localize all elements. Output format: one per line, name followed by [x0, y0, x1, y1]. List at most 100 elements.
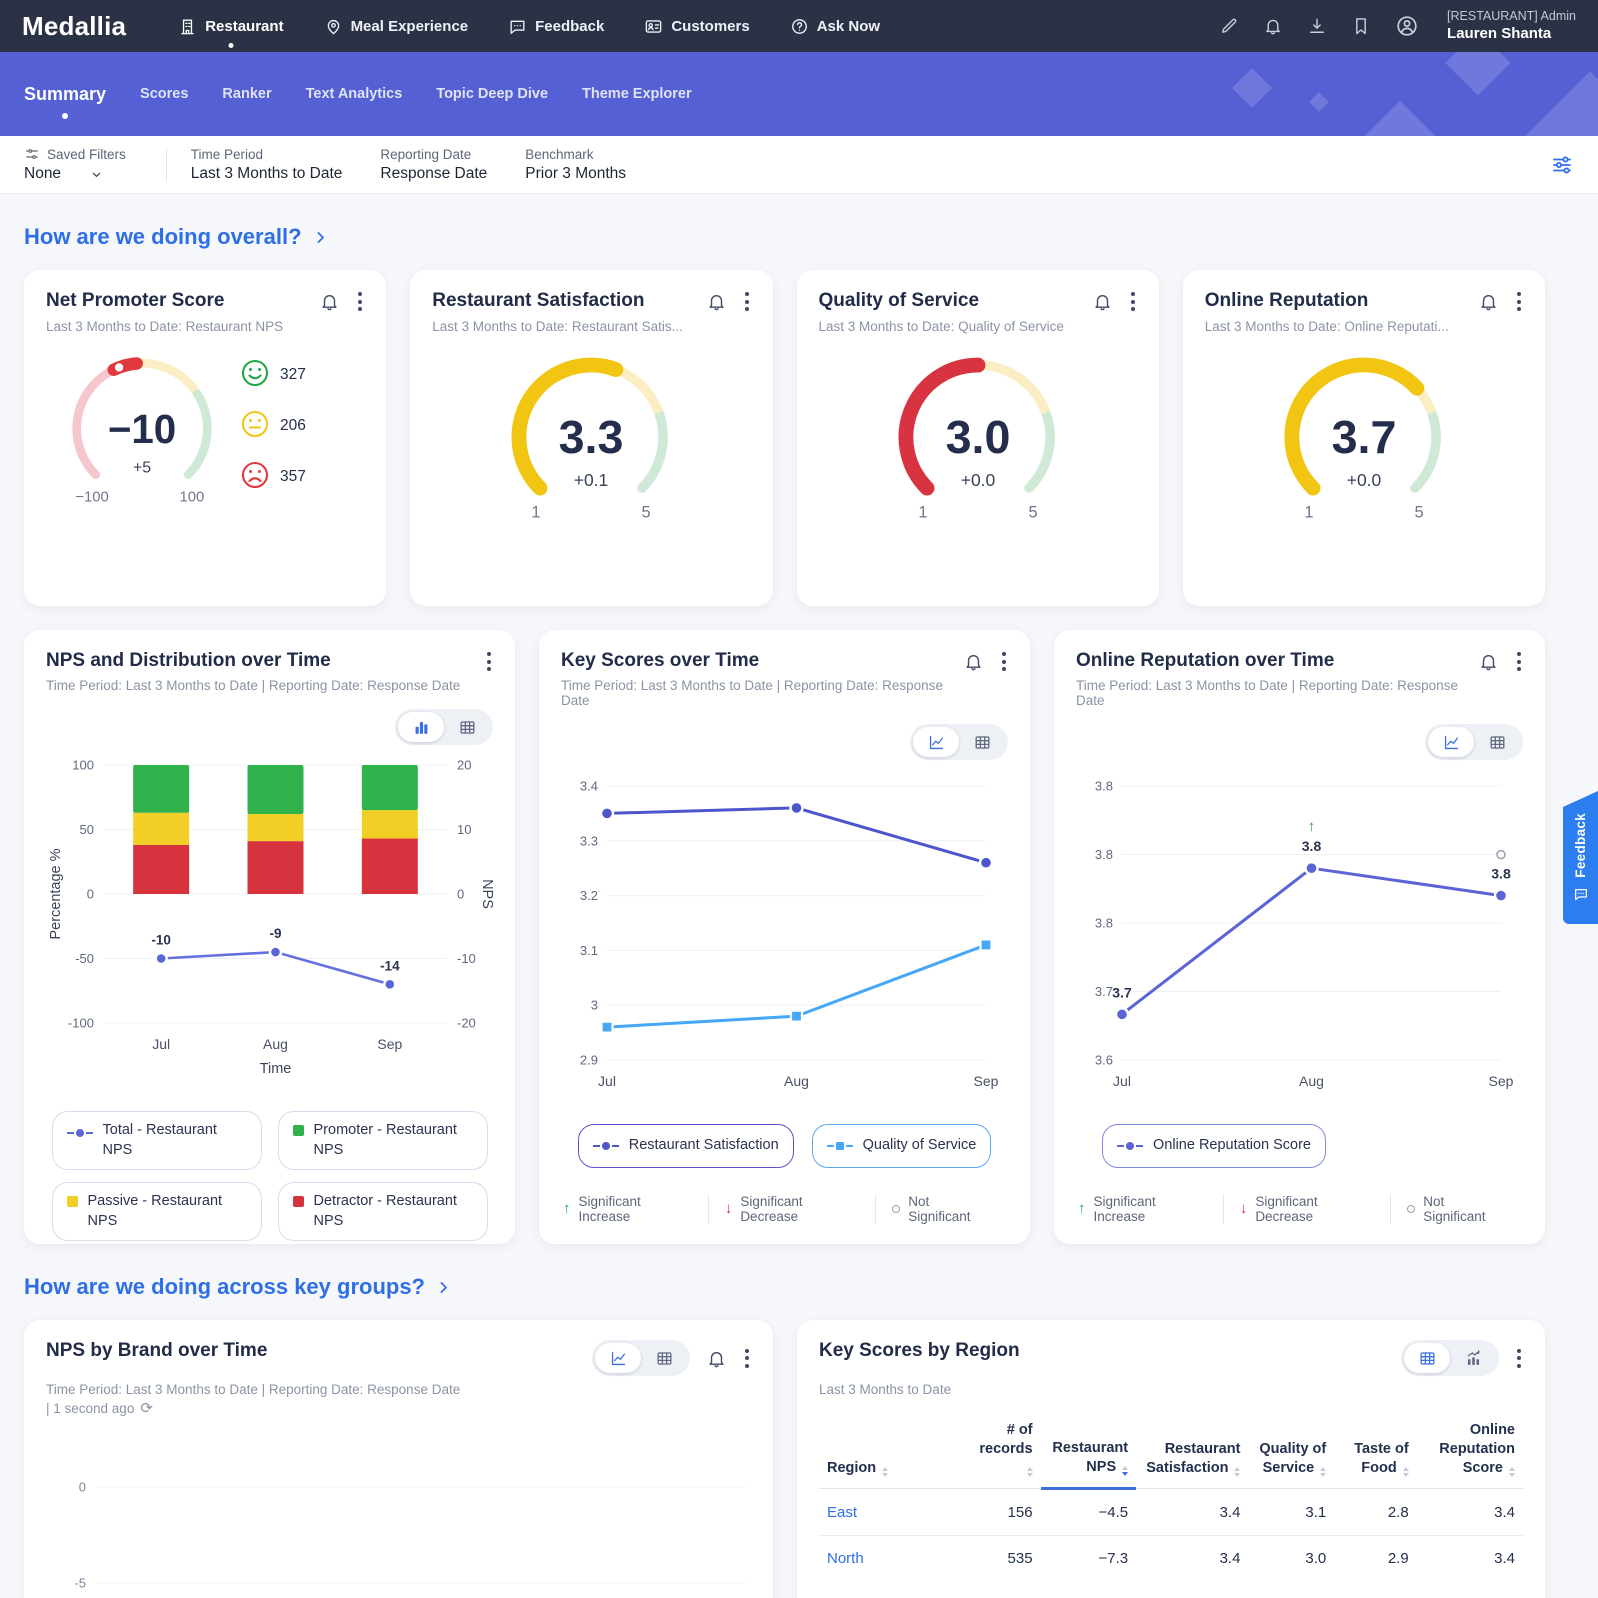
- column-header-region[interactable]: Region: [819, 1413, 960, 1489]
- tab-theme-explorer[interactable]: Theme Explorer: [582, 86, 692, 102]
- nps-breakdown: 327 206 357: [240, 358, 306, 495]
- svg-text:3: 3: [591, 998, 598, 1013]
- nav-item-restaurant[interactable]: Restaurant: [178, 0, 283, 52]
- tab-summary[interactable]: Summary: [24, 84, 106, 105]
- filter-reporting-date[interactable]: Reporting DateResponse Date: [380, 147, 487, 183]
- legend-item[interactable]: Promoter - Restaurant NPS: [278, 1111, 488, 1170]
- card-menu-icon[interactable]: [1515, 1347, 1523, 1370]
- table-view-toggle[interactable]: [959, 727, 1005, 757]
- svg-text:3.0: 3.0: [945, 411, 1010, 463]
- filter-settings-icon[interactable]: [1550, 153, 1574, 177]
- refresh-icon[interactable]: ⟳: [140, 1399, 153, 1417]
- filter-benchmark[interactable]: BenchmarkPrior 3 Months: [525, 147, 626, 183]
- table-view-toggle[interactable]: [641, 1343, 687, 1373]
- table-view-toggle[interactable]: [444, 712, 490, 742]
- bookmark-icon[interactable]: [1351, 16, 1371, 36]
- download-icon[interactable]: [1307, 16, 1327, 36]
- svg-text:100: 100: [180, 490, 205, 506]
- filter-time-period[interactable]: Time PeriodLast 3 Months to Date: [191, 147, 343, 183]
- top-navbar: Medallia Restaurant Meal Experience Feed…: [0, 0, 1598, 52]
- legend-item[interactable]: Restaurant Satisfaction: [578, 1124, 794, 1168]
- column-header-online-reputation-score[interactable]: Online Reputation Score: [1417, 1413, 1523, 1489]
- alert-bell-icon[interactable]: [1478, 651, 1499, 672]
- line-chart-view-toggle[interactable]: [1428, 727, 1474, 757]
- column-header-restaurant-nps[interactable]: Restaurant NPS: [1041, 1413, 1137, 1489]
- nav-item-customers[interactable]: Customers: [644, 0, 749, 52]
- legend-item[interactable]: Quality of Service: [812, 1124, 992, 1168]
- column-header-restaurant-satisfaction[interactable]: Restaurant Satisfaction: [1136, 1413, 1248, 1489]
- significance-arrow-up: ↑Significant Increase: [1076, 1194, 1223, 1224]
- table-view-toggle[interactable]: [1474, 727, 1520, 757]
- legend-item[interactable]: Detractor - Restaurant NPS: [278, 1182, 488, 1241]
- edit-pencil-icon[interactable]: [1219, 16, 1239, 36]
- tab-topic-deep-dive[interactable]: Topic Deep Dive: [436, 86, 548, 102]
- card-menu-icon[interactable]: [1000, 650, 1008, 673]
- user-avatar-icon[interactable]: [1395, 14, 1419, 38]
- alert-bell-icon[interactable]: [963, 651, 984, 672]
- bottom-card-row: NPS by Brand over Time Time Period: Last…: [24, 1320, 1545, 1598]
- table-view-toggle[interactable]: [1404, 1343, 1450, 1373]
- bar-chart-view-toggle[interactable]: [1450, 1343, 1496, 1373]
- legend-item[interactable]: Total - Restaurant NPS: [52, 1111, 262, 1170]
- column-header--of-records[interactable]: # of records: [960, 1413, 1041, 1489]
- svg-text:−10: −10: [108, 407, 176, 452]
- nav-item-meal-experience[interactable]: Meal Experience: [324, 0, 469, 52]
- column-header-quality-of-service[interactable]: Quality of Service: [1248, 1413, 1334, 1489]
- building-icon: [178, 17, 197, 36]
- region-link[interactable]: North: [819, 1536, 960, 1582]
- tab-scores[interactable]: Scores: [140, 86, 188, 102]
- svg-text:3.3: 3.3: [580, 833, 598, 848]
- alert-bell-icon[interactable]: [706, 291, 727, 312]
- key-scores-by-region-table: Region# of recordsRestaurant NPSRestaura…: [819, 1413, 1523, 1581]
- chevron-right-icon: [312, 229, 329, 246]
- online-reputation-card: Online Reputation Last 3 Months to Date:…: [1183, 270, 1545, 606]
- card-menu-icon[interactable]: [485, 650, 493, 673]
- region-link[interactable]: East: [819, 1489, 960, 1536]
- bar-chart-view-toggle[interactable]: [398, 712, 444, 742]
- card-menu-icon[interactable]: [356, 290, 364, 313]
- nav-item-ask-now[interactable]: Ask Now: [790, 0, 880, 52]
- alert-bell-icon[interactable]: [706, 1348, 727, 1369]
- tab-ranker[interactable]: Ranker: [222, 86, 271, 102]
- significance-circle: Not Significant: [875, 1194, 1008, 1224]
- svg-text:3.8: 3.8: [1095, 847, 1113, 862]
- chevron-right-icon: [435, 1279, 452, 1296]
- card-menu-icon[interactable]: [743, 290, 751, 313]
- legend-item[interactable]: Online Reputation Score: [1102, 1124, 1326, 1168]
- svg-text:3.7: 3.7: [1112, 984, 1132, 1000]
- line-chart-view-toggle[interactable]: [595, 1343, 641, 1373]
- tab-text-analytics[interactable]: Text Analytics: [306, 86, 403, 102]
- table-cell: 2.8: [1334, 1489, 1416, 1536]
- alert-bell-icon[interactable]: [1478, 291, 1499, 312]
- notification-bell-icon[interactable]: [1263, 16, 1283, 36]
- card-title: Quality of Service: [819, 290, 980, 312]
- legend-item[interactable]: Passive - Restaurant NPS: [52, 1182, 262, 1241]
- card-title: Online Reputation over Time: [1076, 650, 1478, 672]
- nps-gauge: −10+5−100100: [46, 346, 238, 517]
- user-name: Lauren Shanta: [1447, 24, 1576, 44]
- svg-text:3.8: 3.8: [1095, 916, 1113, 931]
- restaurant-satisfaction-card: Restaurant Satisfaction Last 3 Months to…: [410, 270, 772, 606]
- alert-bell-icon[interactable]: [319, 291, 340, 312]
- smiley-happy-icon: [240, 358, 270, 393]
- saved-filters[interactable]: Saved Filters None: [24, 146, 126, 183]
- nps-breakdown-row: 327: [240, 358, 306, 393]
- alert-bell-icon[interactable]: [1092, 291, 1113, 312]
- section-overall-link[interactable]: How are we doing overall?: [24, 224, 1545, 250]
- card-menu-icon[interactable]: [1515, 650, 1523, 673]
- feedback-tab[interactable]: Feedback: [1563, 791, 1598, 924]
- section-groups-link[interactable]: How are we doing across key groups?: [24, 1274, 1545, 1300]
- card-menu-icon[interactable]: [1515, 290, 1523, 313]
- significance-arrow-down: ↓Significant Decrease: [708, 1194, 876, 1224]
- line-chart-view-toggle[interactable]: [913, 727, 959, 757]
- top-nav-items: Restaurant Meal Experience Feedback Cust…: [178, 0, 880, 52]
- svg-text:3.7: 3.7: [1095, 984, 1113, 999]
- user-block[interactable]: [RESTAURANT] Admin Lauren Shanta: [1447, 8, 1576, 44]
- card-menu-icon[interactable]: [743, 1347, 751, 1370]
- nav-item-feedback[interactable]: Feedback: [508, 0, 604, 52]
- card-menu-icon[interactable]: [1129, 290, 1137, 313]
- svg-text:3.1: 3.1: [580, 943, 598, 958]
- column-header-taste-of-food[interactable]: Taste of Food: [1334, 1413, 1416, 1489]
- user-role: [RESTAURANT] Admin: [1447, 8, 1576, 24]
- svg-text:3.8: 3.8: [1095, 779, 1113, 794]
